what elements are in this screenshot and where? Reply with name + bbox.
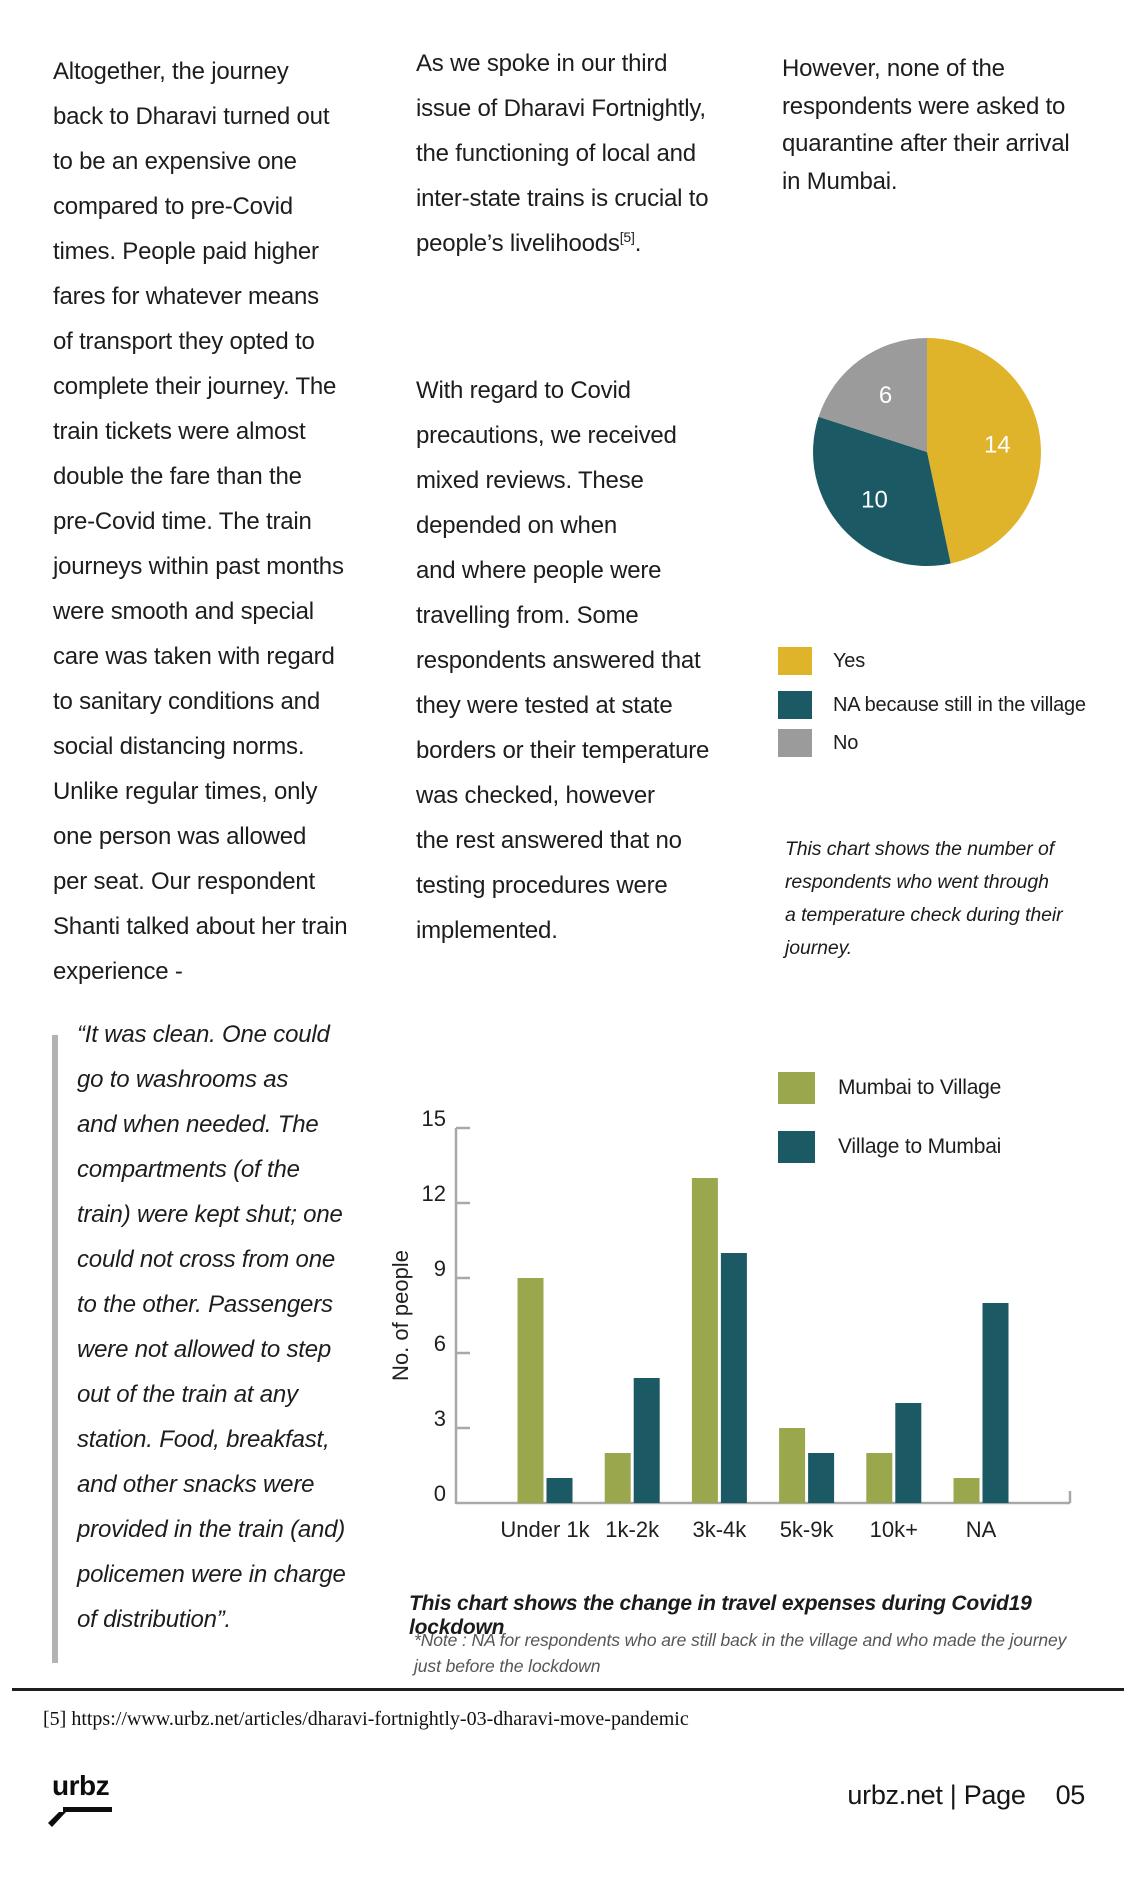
bar-1k-2k-mumbai-to-village: [604, 1453, 631, 1503]
bar-Under 1k-mumbai-to-village: [517, 1278, 544, 1503]
y-tick-label-15: 15: [422, 1106, 446, 1131]
pie-value-label-1: 10: [861, 486, 888, 513]
bar-legend-swatch-village-to-mumbai: [778, 1131, 815, 1163]
pie-slice-1: [813, 416, 951, 566]
paragraph-mid-first-text: As we spoke in our third issue of Dharav…: [416, 50, 709, 257]
footer-site-label: urbz.net | Page: [847, 1780, 1026, 1810]
pie-legend: Yes NA because still in the village No: [778, 647, 1086, 757]
y-tick-label-12: 12: [422, 1181, 446, 1206]
bar-legend-swatch-mumbai-to-village: [778, 1072, 815, 1104]
bar-chart-caption: This chart shows the change in travel ex…: [409, 1592, 1032, 1639]
bar-NA-mumbai-to-village: [953, 1478, 980, 1503]
y-tick-label-0: 0: [434, 1481, 446, 1506]
bar-1k-2k-village-to-mumbai: [633, 1378, 660, 1503]
page-footer: urbz.net | Page 05: [847, 1780, 1085, 1811]
bar-NA-village-to-mumbai: [982, 1303, 1009, 1503]
pie-legend-row-yes: Yes: [778, 647, 1086, 675]
paragraph-left-column: Altogether, the journey back to Dharavi …: [53, 58, 348, 985]
bar-legend-row-village-to-mumbai: Village to Mumbai: [778, 1131, 1001, 1163]
bar-10k+-village-to-mumbai: [895, 1403, 922, 1503]
footer-divider-rule: [12, 1688, 1124, 1691]
pie-legend-swatch-no: [778, 729, 812, 757]
quote-left-rule: [52, 1035, 58, 1663]
bar-3k-4k-village-to-mumbai: [720, 1253, 747, 1503]
footnote-marker-5: [5]: [619, 229, 635, 245]
bar-chart-note: *Note : NA for respondents who are still…: [414, 1630, 1067, 1676]
paragraph-mid-first-period: .: [634, 230, 642, 257]
bar-5k-9k-mumbai-to-village: [779, 1428, 806, 1503]
y-tick-label-9: 9: [434, 1256, 446, 1281]
pie-legend-label-yes: Yes: [833, 649, 866, 672]
pie-slice-0: [927, 338, 1041, 564]
y-tick-label-6: 6: [434, 1331, 446, 1356]
footnote-reference: [5] https://www.urbz.net/articles/dharav…: [43, 1708, 689, 1730]
pie-chart-temperature-check: 14 10 6: [813, 338, 1041, 566]
pie-chart-caption: This chart shows the number of responden…: [785, 838, 1063, 959]
pie-value-label-0: 14: [984, 432, 1011, 459]
bar-legend-label-mumbai-to-village: Mumbai to Village: [838, 1076, 1002, 1099]
paragraph-mid-first: As we spoke in our third issue of Dharav…: [416, 41, 761, 266]
x-category-label-2: 3k-4k: [693, 1517, 748, 1542]
y-axis-title: No. of people: [388, 1250, 413, 1381]
bar-Under 1k-village-to-mumbai: [546, 1478, 573, 1503]
y-tick-label-3: 3: [434, 1406, 446, 1431]
pie-legend-swatch-na: [778, 691, 812, 719]
urbz-logo-checkmark-icon: [48, 1807, 112, 1827]
urbz-logo-text: urbz: [52, 1770, 110, 1801]
pull-quote: “It was clean. One could go to washrooms…: [77, 1021, 346, 1633]
bar-chart-travel-expenses: 0 3 6 9 12 15 No. of people Under 1k 1k-2k 3k-4k 5…: [388, 1106, 1072, 1542]
pie-legend-row-na: NA because still in the village: [778, 691, 1086, 719]
pie-value-label-2: 6: [879, 382, 892, 409]
bar-legend-label-village-to-mumbai: Village to Mumbai: [838, 1135, 1002, 1158]
x-category-label-1: 1k-2k: [605, 1517, 660, 1542]
pie-legend-row-no: No: [778, 729, 1086, 757]
paragraph-right-column: However, none of the respondents were as…: [782, 55, 1070, 195]
x-category-label-5: NA: [966, 1517, 997, 1542]
bar-legend: Mumbai to Village Village to Mumbai: [778, 1072, 1001, 1163]
bar-legend-row-mumbai-to-village: Mumbai to Village: [778, 1072, 1001, 1104]
pie-legend-swatch-yes: [778, 647, 812, 675]
bar-5k-9k-village-to-mumbai: [808, 1453, 835, 1503]
paragraph-mid-second: With regard to Covid precautions, we rec…: [416, 377, 710, 944]
footer-page-number: 05: [1055, 1780, 1086, 1810]
pie-legend-label-na: NA because still in the village: [833, 693, 1086, 716]
x-category-label-0: Under 1k: [500, 1517, 590, 1542]
pie-slice-2: [818, 338, 927, 452]
x-category-label-3: 5k-9k: [780, 1517, 835, 1542]
bar-3k-4k-mumbai-to-village: [691, 1178, 718, 1503]
x-category-label-4: 10k+: [870, 1517, 918, 1542]
pie-legend-label-no: No: [833, 731, 859, 754]
bar-10k+-mumbai-to-village: [866, 1453, 893, 1503]
